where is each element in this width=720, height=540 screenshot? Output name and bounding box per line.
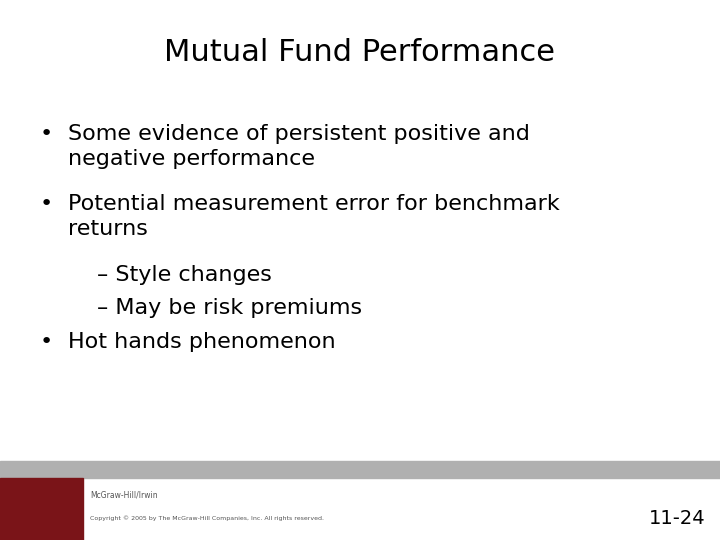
Text: •: •: [40, 124, 53, 144]
Bar: [0, 461, 720, 478]
Text: – Style changes: – Style changes: [97, 265, 272, 285]
Text: Potential measurement error for benchmark
returns: Potential measurement error for benchmar…: [68, 194, 560, 239]
Text: 11-24: 11-24: [649, 509, 706, 528]
Text: Some evidence of persistent positive and
negative performance: Some evidence of persistent positive and…: [68, 124, 530, 169]
Text: – May be risk premiums: – May be risk premiums: [97, 298, 362, 318]
Text: McGraw-Hill/Irwin: McGraw-Hill/Irwin: [90, 491, 158, 500]
Text: Copyright © 2005 by The McGraw-Hill Companies, Inc. All rights reserved.: Copyright © 2005 by The McGraw-Hill Comp…: [90, 516, 324, 521]
Text: •: •: [40, 332, 53, 352]
Text: •: •: [40, 194, 53, 214]
Text: Mutual Fund Performance: Mutual Fund Performance: [164, 38, 556, 67]
Text: Hot hands phenomenon: Hot hands phenomenon: [68, 332, 336, 352]
Bar: [0, 478, 83, 540]
